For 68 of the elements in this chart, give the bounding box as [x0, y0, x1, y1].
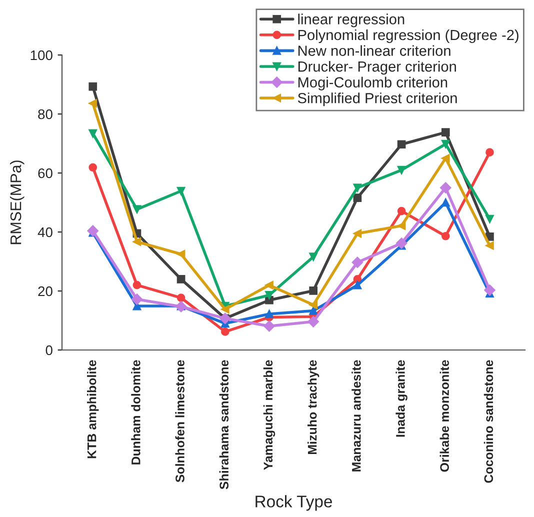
point [176, 186, 186, 196]
point [309, 286, 318, 295]
legend-label: Simplified Priest criterion [298, 92, 457, 106]
x-tick-label: Coconino sandstone [484, 360, 494, 483]
point [397, 140, 406, 149]
legend-label: Polynomial regression (Degree -2) [298, 29, 518, 44]
y-tick-label: 60 [38, 168, 52, 178]
point [309, 300, 318, 310]
y-axis-title: RMSE(MPa) [10, 160, 24, 244]
x-tick-label: Dunham dolomite [131, 360, 140, 464]
point [486, 214, 494, 224]
point [265, 310, 274, 318]
point [264, 320, 275, 332]
x-tick-label: Shirahama sandstone [219, 360, 229, 490]
point [88, 82, 98, 91]
x-tick-label: Manazuru andesite [352, 360, 361, 472]
point [353, 229, 362, 238]
x-tick-label: Solnhofen limestone [175, 360, 184, 482]
point [441, 154, 450, 162]
point [132, 280, 142, 290]
point [353, 184, 362, 192]
point [397, 206, 406, 216]
point [441, 232, 450, 240]
point [441, 198, 450, 207]
point [132, 205, 142, 214]
x-tick-label: Mizuho trachyte [308, 360, 320, 454]
point [176, 250, 186, 258]
point [132, 238, 142, 246]
point [441, 128, 450, 136]
point [308, 316, 319, 328]
y-tick-label: 80 [38, 109, 52, 120]
y-tick-label: 40 [38, 227, 52, 238]
legend-label: linear regression [298, 14, 404, 28]
point [88, 129, 98, 138]
y-tick-label: 20 [38, 286, 52, 296]
x-axis-title: Rock Type [256, 495, 332, 511]
point [309, 306, 318, 315]
point [352, 256, 364, 268]
point [220, 305, 230, 314]
point [87, 225, 98, 236]
x-tick-label: Orikabe monzonite [440, 360, 449, 472]
legend-label: Mogi-Coulomb criterion [298, 76, 448, 90]
y-tick-label: 100 [30, 50, 52, 60]
point [397, 166, 406, 174]
point [131, 294, 143, 305]
legend-label: Drucker- Prager criterion [298, 61, 456, 75]
point [396, 238, 408, 249]
x-tick-label: KTB amphibolite [87, 360, 99, 458]
point [484, 284, 496, 296]
point [486, 148, 494, 157]
point [353, 280, 362, 290]
point [353, 194, 362, 202]
point [265, 280, 274, 290]
legend-label: New non-linear criterion [298, 45, 450, 56]
point [88, 163, 98, 172]
point [309, 252, 318, 261]
point [486, 241, 494, 250]
point [220, 328, 230, 336]
x-tick-label: Inada granite [396, 360, 408, 437]
point [176, 294, 186, 302]
point [397, 222, 406, 230]
point [88, 99, 98, 108]
point [441, 140, 450, 148]
point [265, 290, 274, 300]
point [176, 275, 186, 284]
point [440, 182, 452, 194]
x-tick-label: Yamaguchi marble [263, 360, 276, 470]
y-tick-label: 0 [46, 345, 52, 356]
